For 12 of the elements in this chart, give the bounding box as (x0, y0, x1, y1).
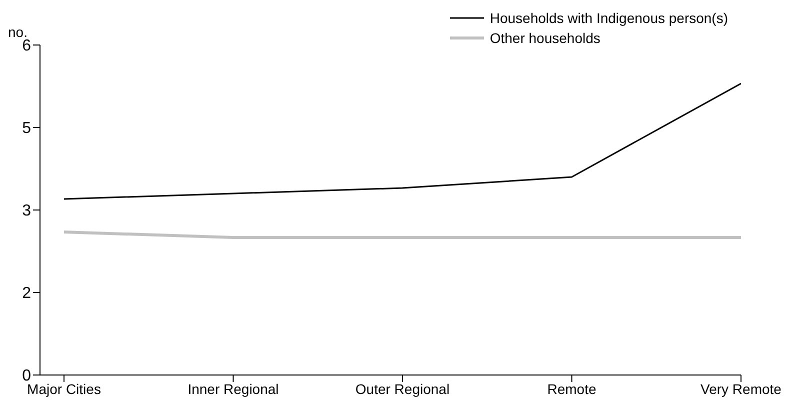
y-axis-title: no. (8, 24, 28, 40)
x-tick-label: Outer Regional (355, 380, 450, 397)
x-tick-label: Inner Regional (188, 380, 279, 397)
x-tick-label: Very Remote (700, 380, 782, 397)
x-tick-label: Remote (547, 380, 596, 397)
y-tick-label: 6 (22, 38, 32, 55)
y-tick-label: 2 (22, 285, 32, 302)
legend-label: Other households (490, 29, 600, 48)
line-series (64, 82, 741, 200)
y-tick-label: 3 (22, 202, 32, 220)
legend-label: Households with Indigenous person(s) (490, 9, 728, 28)
y-tick-label: 5 (22, 120, 32, 138)
